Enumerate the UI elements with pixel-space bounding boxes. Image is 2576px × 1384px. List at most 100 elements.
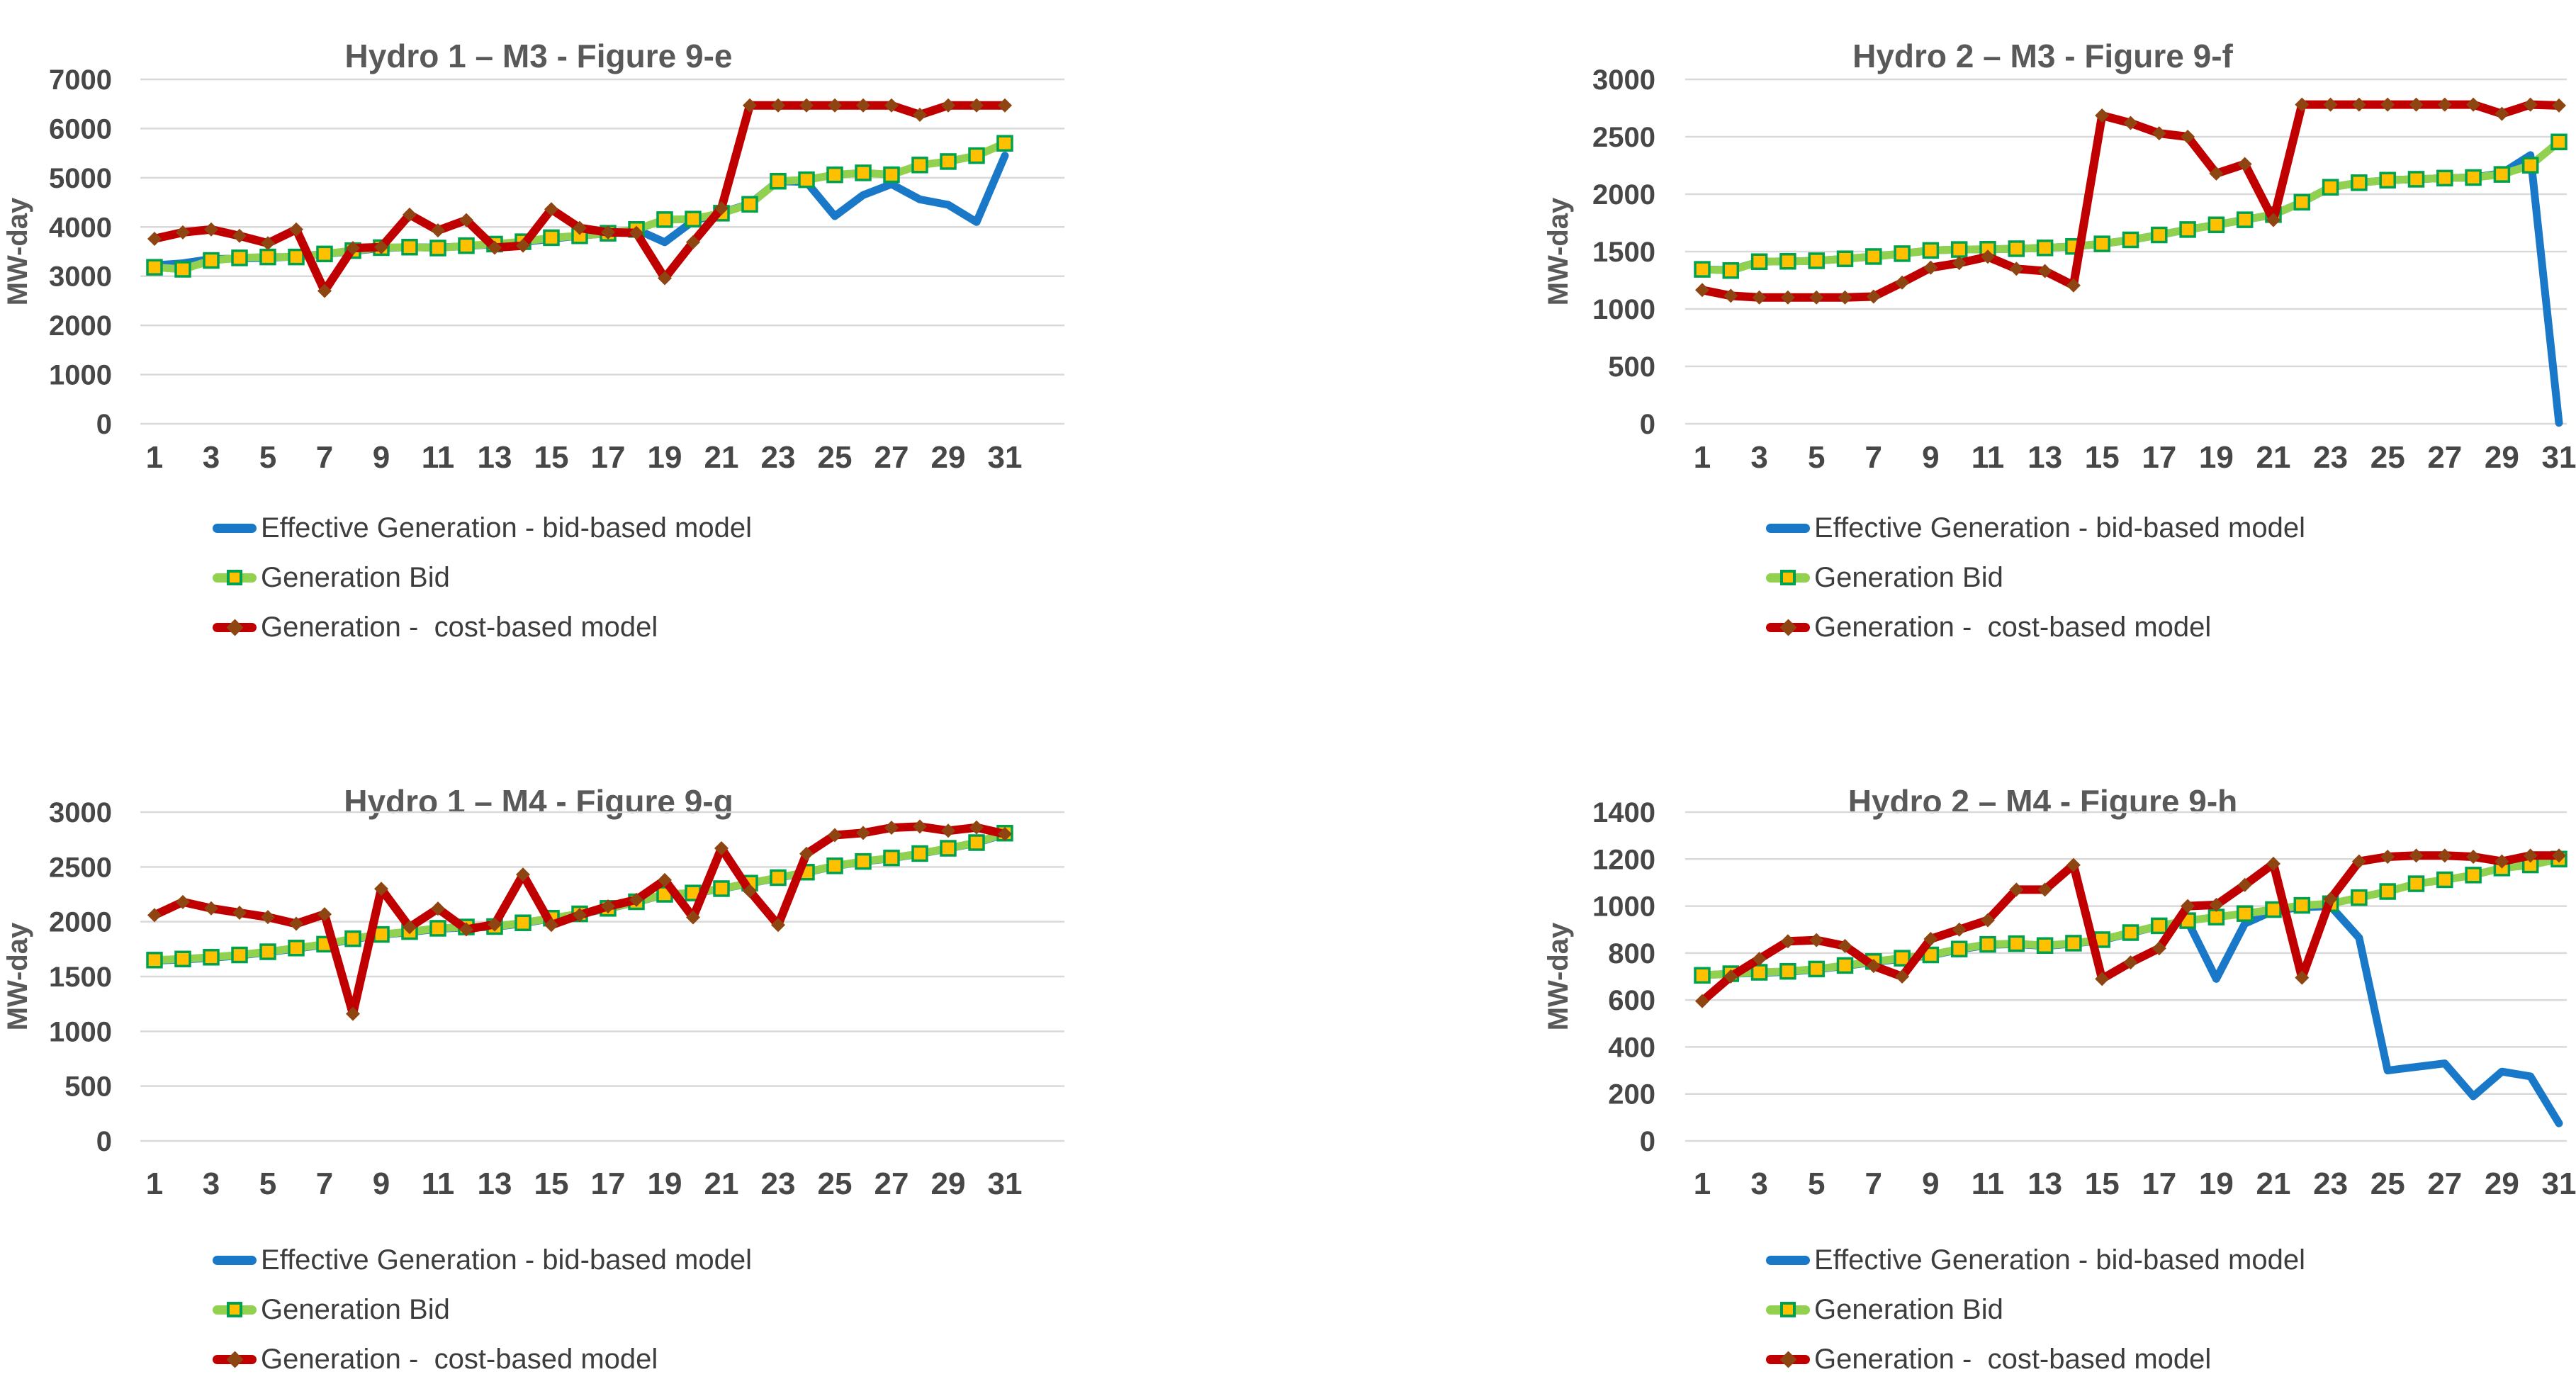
diamond-marker-icon bbox=[941, 98, 955, 113]
square-marker-icon bbox=[259, 943, 276, 960]
series-line bbox=[1698, 100, 2563, 302]
x-axis-tick-label: 3 bbox=[1750, 1166, 1767, 1201]
legend-item-effective-generation: Effective Generation - bid-based model bbox=[1766, 1235, 2305, 1285]
square-marker-icon bbox=[1979, 935, 1996, 953]
legend-label: Effective Generation - bid-based model bbox=[261, 512, 752, 544]
y-axis-tick-label: 200 bbox=[1608, 1079, 1655, 1110]
x-axis-tick-label: 15 bbox=[2085, 1166, 2120, 1201]
diamond-marker-icon bbox=[1695, 994, 1709, 1008]
legend: Effective Generation - bid-based model G… bbox=[1766, 503, 2305, 652]
x-axis-tick-label: 31 bbox=[988, 440, 1023, 475]
legend-item-cost-based-generation: Generation - cost-based model bbox=[213, 602, 752, 652]
diamond-marker-icon bbox=[1923, 260, 1938, 275]
x-axis-tick-label: 27 bbox=[874, 440, 909, 475]
diamond-marker-icon bbox=[147, 231, 162, 246]
diamond-marker-icon bbox=[176, 225, 190, 240]
diamond-marker-icon bbox=[1838, 938, 1852, 953]
square-marker-icon bbox=[231, 249, 248, 266]
legend-label: Effective Generation - bid-based model bbox=[261, 1244, 752, 1276]
legend-item-effective-generation: Effective Generation - bid-based model bbox=[213, 503, 752, 553]
diamond-marker-icon bbox=[856, 826, 870, 840]
square-marker-icon bbox=[2465, 867, 2482, 884]
diamond-marker-icon bbox=[2437, 848, 2452, 863]
square-marker-icon bbox=[1722, 261, 1740, 279]
diamond-marker-icon bbox=[317, 907, 332, 922]
diamond-marker-icon bbox=[516, 238, 530, 253]
y-axis-tick-label: 4000 bbox=[49, 212, 112, 243]
x-axis-tick-label: 3 bbox=[1750, 440, 1767, 475]
x-axis-tick-label: 7 bbox=[1865, 440, 1882, 475]
diamond-marker-icon bbox=[799, 98, 814, 113]
diamond-marker-icon bbox=[2009, 261, 2024, 276]
square-marker-icon bbox=[2550, 133, 2567, 151]
y-axis-tick-label: 3000 bbox=[49, 797, 112, 828]
x-axis-tick-label: 5 bbox=[259, 440, 276, 475]
diamond-marker-icon bbox=[488, 240, 502, 255]
diamond-marker-icon bbox=[1752, 290, 1767, 305]
diamond-marker-icon bbox=[771, 98, 785, 113]
x-axis-tick-label: 21 bbox=[2256, 440, 2291, 475]
x-axis-tick-label: 23 bbox=[2313, 440, 2348, 475]
y-axis-tick-label: 3000 bbox=[49, 261, 112, 293]
x-axis-tick-label: 5 bbox=[1808, 440, 1825, 475]
square-marker-icon bbox=[2493, 166, 2511, 183]
y-axis-tick-label: 1000 bbox=[49, 360, 112, 391]
x-axis-tick-label: 15 bbox=[534, 1166, 569, 1201]
diamond-marker-icon bbox=[459, 922, 473, 937]
diamond-marker-icon bbox=[459, 213, 473, 227]
square-marker-icon bbox=[1894, 245, 1911, 262]
x-axis-tick-label: 21 bbox=[704, 440, 739, 475]
diamond-marker-icon bbox=[714, 201, 729, 215]
diamond-marker-icon bbox=[2095, 108, 2110, 123]
diamond-marker-icon bbox=[573, 908, 587, 923]
square-marker-icon bbox=[911, 157, 928, 174]
legend-item-cost-based-generation: Generation - cost-based model bbox=[1766, 1334, 2305, 1384]
diamond-marker-icon bbox=[1752, 952, 1767, 967]
diamond-marker-icon bbox=[2380, 97, 2395, 112]
y-axis-tick-label: 2000 bbox=[49, 310, 112, 342]
square-marker-icon bbox=[2122, 924, 2139, 941]
diamond-marker-icon bbox=[2323, 97, 2338, 112]
square-marker-icon bbox=[514, 914, 531, 931]
diamond-marker-icon bbox=[969, 98, 984, 113]
diamond-marker-icon bbox=[1866, 289, 1881, 304]
series-line bbox=[150, 830, 1009, 965]
square-marker-icon bbox=[2065, 935, 2082, 952]
x-axis-tick-label: 27 bbox=[2427, 1166, 2462, 1201]
diamond-marker-icon bbox=[1895, 275, 1910, 290]
x-axis-tick-label: 15 bbox=[2085, 440, 2120, 475]
square-marker-icon bbox=[174, 950, 191, 968]
y-axis-tick-label: 1500 bbox=[1592, 237, 1655, 268]
chart-title: Hydro 2 – M4 - Figure 9-h bbox=[1847, 783, 2238, 821]
diamond-marker-icon bbox=[658, 271, 672, 286]
square-marker-icon bbox=[940, 840, 957, 857]
y-axis-tick-label: 1000 bbox=[49, 1016, 112, 1047]
legend-label: Generation - cost-based model bbox=[261, 1343, 658, 1375]
diamond-marker-icon bbox=[2552, 848, 2566, 863]
square-marker-icon bbox=[1779, 253, 1796, 270]
diamond-marker-icon bbox=[374, 882, 388, 896]
square-marker-icon bbox=[826, 166, 843, 184]
diamond-marker-icon bbox=[941, 823, 955, 838]
square-marker-icon bbox=[288, 940, 305, 957]
diamond-marker-icon bbox=[403, 920, 417, 935]
diamond-marker-icon bbox=[913, 107, 927, 122]
x-axis-tick-label: 13 bbox=[478, 440, 512, 475]
y-axis-tick-label: 0 bbox=[1640, 409, 1655, 440]
legend-item-effective-generation: Effective Generation - bid-based model bbox=[213, 1235, 752, 1285]
x-axis-tick-label: 31 bbox=[2542, 1166, 2576, 1201]
diamond-marker-icon bbox=[374, 240, 388, 254]
series-line bbox=[150, 101, 1009, 296]
diamond-marker-icon bbox=[2066, 857, 2081, 872]
square-marker-icon bbox=[2351, 174, 2368, 191]
diamond-marker-icon bbox=[658, 872, 672, 887]
x-axis-tick-label: 17 bbox=[2142, 1166, 2176, 1201]
legend: Effective Generation - bid-based model G… bbox=[213, 503, 752, 652]
square-marker-icon bbox=[1836, 250, 1854, 267]
diamond-marker-icon bbox=[2152, 941, 2166, 956]
chart-hydro1-m4: Hydro 1 – M4 - Figure 9-g 0 500 1000 1500 20… bbox=[0, 716, 1077, 1375]
square-marker-icon bbox=[203, 949, 220, 966]
x-axis-tick-label: 1 bbox=[1694, 440, 1711, 475]
square-marker-icon bbox=[543, 229, 560, 247]
